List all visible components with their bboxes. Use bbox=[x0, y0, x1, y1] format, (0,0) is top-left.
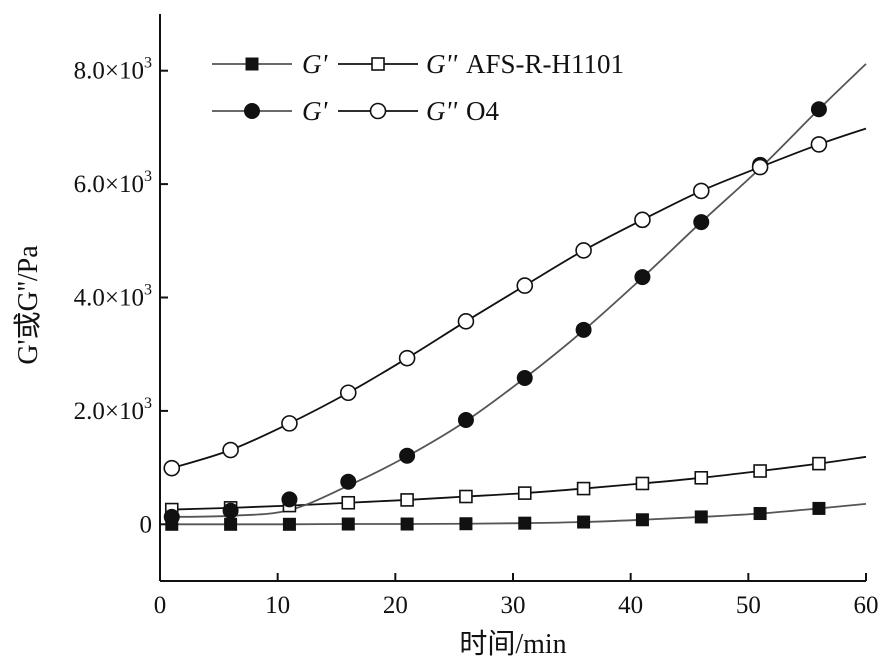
data-point bbox=[339, 384, 357, 402]
legend-label-g1: G' bbox=[302, 49, 328, 79]
data-point bbox=[516, 277, 534, 294]
y-tick-label: 2.0×103 bbox=[74, 395, 152, 425]
series-markers bbox=[163, 101, 828, 531]
y-tick-exponent: 3 bbox=[144, 168, 152, 185]
y-tick-mantissa: 6.0×10 bbox=[74, 171, 144, 198]
series-curves bbox=[171, 63, 867, 526]
legend: G' G'' AFS-R-H1101 G' G'' O4 bbox=[212, 49, 624, 126]
y-tick-label: 6.0×103 bbox=[74, 168, 152, 198]
data-point bbox=[341, 517, 355, 531]
data-point bbox=[694, 510, 708, 524]
data-point bbox=[398, 349, 416, 367]
plot-frame bbox=[159, 14, 866, 582]
y-axis-label: G'或G''/Pa bbox=[12, 245, 44, 365]
y-tick-exponent: 3 bbox=[144, 395, 152, 412]
data-point bbox=[634, 211, 651, 229]
data-point bbox=[518, 516, 532, 530]
data-point bbox=[693, 214, 710, 231]
data-point bbox=[517, 486, 532, 500]
data-point bbox=[575, 242, 592, 259]
data-point bbox=[694, 471, 709, 485]
series-line-3 bbox=[171, 127, 867, 470]
x-tick-label: 10 bbox=[265, 592, 290, 619]
y-tick-label: 4.0×103 bbox=[74, 282, 152, 312]
legend-label-g2: G'' bbox=[426, 49, 458, 79]
data-point bbox=[399, 447, 416, 464]
data-point bbox=[810, 136, 828, 153]
x-tick-label: 40 bbox=[618, 592, 643, 619]
x-tick-label: 30 bbox=[501, 592, 526, 619]
y-tick-mantissa: 4.0×10 bbox=[74, 285, 144, 312]
data-point bbox=[163, 508, 180, 525]
data-point bbox=[163, 459, 181, 477]
data-point bbox=[457, 411, 474, 428]
data-point bbox=[577, 515, 591, 529]
legend-marker bbox=[371, 57, 385, 71]
data-point bbox=[459, 489, 473, 504]
data-point bbox=[457, 313, 475, 330]
data-point bbox=[516, 370, 533, 387]
legend-label-name: O4 bbox=[466, 96, 499, 126]
data-point bbox=[282, 517, 296, 531]
x-tick-label: 60 bbox=[854, 592, 879, 619]
y-tick-label: 0 bbox=[140, 511, 153, 538]
x-axis-label: 时间/min bbox=[459, 628, 566, 660]
y-tick-mantissa: 2.0×10 bbox=[74, 398, 144, 425]
data-point bbox=[459, 517, 473, 531]
data-point bbox=[341, 495, 356, 510]
legend-label-name: AFS-R-H1101 bbox=[466, 49, 624, 79]
legend-marker bbox=[245, 57, 259, 71]
data-point bbox=[635, 476, 650, 491]
y-tick-exponent: 3 bbox=[144, 55, 152, 72]
legend-label-g1: G' bbox=[302, 96, 328, 126]
data-point bbox=[751, 158, 769, 176]
x-tick-label: 0 bbox=[154, 592, 167, 619]
data-point bbox=[753, 464, 767, 478]
data-point bbox=[400, 493, 414, 507]
x-ticks: 0 10 20 30 40 50 60 bbox=[154, 573, 879, 619]
data-point bbox=[281, 491, 298, 508]
data-point bbox=[753, 507, 767, 521]
y-tick-label: 8.0×103 bbox=[74, 55, 152, 85]
data-point bbox=[634, 269, 651, 286]
data-point bbox=[222, 441, 239, 459]
data-point bbox=[575, 321, 592, 338]
data-point bbox=[812, 501, 826, 515]
data-point bbox=[224, 517, 238, 531]
data-point bbox=[400, 517, 414, 531]
data-point bbox=[810, 101, 827, 118]
data-point bbox=[812, 456, 826, 471]
data-point bbox=[222, 502, 239, 519]
data-point bbox=[576, 481, 591, 496]
data-point bbox=[340, 473, 357, 490]
x-tick-label: 20 bbox=[383, 592, 408, 619]
y-tick-mantissa: 8.0×10 bbox=[74, 58, 144, 85]
y-tick-mantissa: 0 bbox=[140, 511, 153, 538]
data-point bbox=[635, 513, 649, 527]
legend-marker bbox=[369, 102, 387, 120]
x-tick-label: 50 bbox=[736, 592, 761, 619]
data-point bbox=[281, 415, 298, 432]
y-tick-exponent: 3 bbox=[144, 282, 152, 299]
data-point bbox=[692, 182, 710, 200]
legend-marker bbox=[244, 103, 260, 119]
legend-label-g2: G'' bbox=[426, 96, 458, 126]
